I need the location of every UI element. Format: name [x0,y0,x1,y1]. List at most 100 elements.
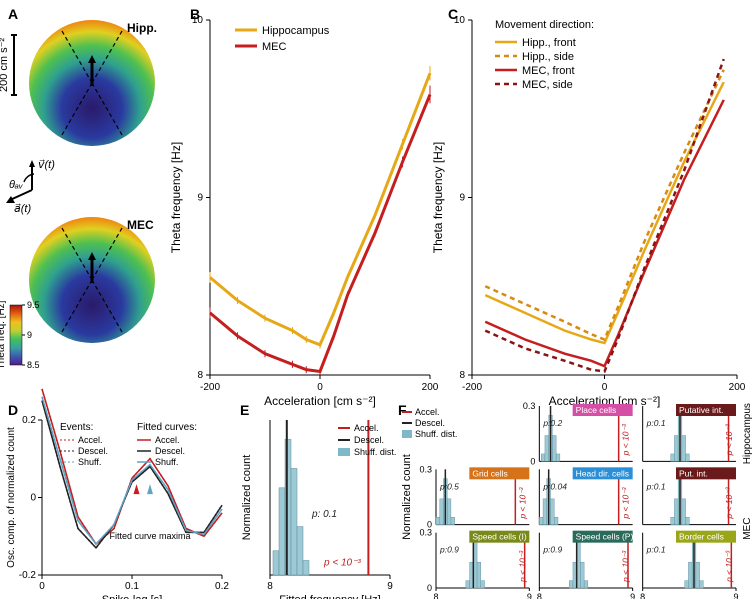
svg-text:Osc. comp. of normalized count: Osc. comp. of normalized count [6,427,17,568]
svg-text:a⃗(t): a⃗(t) [14,203,31,215]
svg-text:9: 9 [630,592,635,599]
svg-text:Fitted curve maxima: Fitted curve maxima [109,531,190,541]
svg-text:p:0.9: p:0.9 [439,545,459,555]
svg-text:0: 0 [30,493,36,504]
svg-text:Hippocampus: Hippocampus [742,403,753,464]
svg-text:Put. int.: Put. int. [679,468,708,478]
svg-text:v⃗(t): v⃗(t) [38,159,55,171]
svg-text:Accel.: Accel. [155,435,180,445]
svg-text:Descel.: Descel. [354,435,384,445]
svg-text:-200: -200 [200,382,220,393]
svg-text:Normalized count: Normalized count [241,455,253,541]
svg-text:MEC, side: MEC, side [522,79,573,91]
svg-text:Accel.: Accel. [78,435,103,445]
svg-text:Fitted frequency [Hz]: Fitted frequency [Hz] [279,594,381,599]
svg-text:p:0.04: p:0.04 [542,481,567,491]
svg-text:0.2: 0.2 [22,415,36,426]
svg-text:Accel.: Accel. [354,423,379,433]
svg-text:10: 10 [192,15,204,26]
svg-text:MEC, front: MEC, front [522,65,575,77]
svg-text:Normalized count: Normalized count [401,454,413,540]
svg-text:p < 10⁻³: p < 10⁻³ [724,423,734,456]
svg-text:10: 10 [454,15,466,26]
svg-text:Movement direction:: Movement direction: [495,19,594,31]
svg-text:Shuff.: Shuff. [155,457,178,467]
svg-text:MEC: MEC [262,41,287,53]
svg-text:9: 9 [27,330,32,340]
svg-text:p < 10⁻³: p < 10⁻³ [517,550,527,583]
svg-text:Accel.: Accel. [415,407,440,417]
svg-text:Descel.: Descel. [415,418,445,428]
svg-text:p < 10⁻³: p < 10⁻³ [621,486,631,519]
svg-text:8: 8 [537,592,542,599]
svg-text:200: 200 [729,382,746,393]
svg-text:Theta frequency [Hz]: Theta frequency [Hz] [169,142,183,253]
svg-text:p:0.1: p:0.1 [646,418,666,428]
svg-text:-200: -200 [462,382,482,393]
svg-text:9: 9 [197,193,203,204]
svg-text:Descel.: Descel. [78,446,108,456]
svg-text:p < 10⁻³: p < 10⁻³ [323,557,361,568]
svg-text:MEC: MEC [127,218,154,232]
svg-text:Head dir. cells: Head dir. cells [576,468,629,478]
svg-text:9: 9 [459,193,465,204]
svg-text:Hipp.: Hipp. [127,21,157,35]
svg-text:Hippocampus: Hippocampus [262,25,330,37]
svg-text:Shuff. dist.: Shuff. dist. [415,429,457,439]
svg-text:Place cells: Place cells [576,405,617,415]
svg-text:9: 9 [733,592,738,599]
svg-text:θₐᵥ: θₐᵥ [9,179,23,191]
svg-text:9: 9 [527,592,532,599]
svg-text:p < 10⁻³: p < 10⁻³ [517,486,527,519]
svg-text:9.5: 9.5 [27,300,40,310]
svg-text:8: 8 [459,370,465,381]
svg-text:Descel.: Descel. [155,446,185,456]
svg-text:8: 8 [433,592,438,599]
svg-text:Speed cells (I): Speed cells (I) [472,532,526,542]
svg-text:9: 9 [387,581,393,592]
svg-text:p:0.1: p:0.1 [646,481,666,491]
svg-text:8: 8 [640,592,645,599]
figure-svg: Hipp. MEC 200 cm s⁻² v⃗(t) θₐᵥ a⃗(t) 8.5 9 9.5 Th… [0,0,754,599]
svg-text:p < 10⁻³: p < 10⁻³ [621,423,631,456]
svg-text:0: 0 [317,382,323,393]
svg-text:Speed cells (P): Speed cells (P) [576,532,634,542]
svg-text:Hipp., front: Hipp., front [522,37,576,49]
svg-text:Shuff. dist.: Shuff. dist. [354,447,396,457]
svg-text:p < 10⁻³: p < 10⁻³ [724,550,734,583]
svg-text:Events:: Events: [60,422,93,433]
svg-text:p < 10⁻³: p < 10⁻³ [724,486,734,519]
svg-text:0.3: 0.3 [523,401,536,411]
svg-text:-0.2: -0.2 [19,570,37,581]
svg-text:Acceleration [cm s⁻²]: Acceleration [cm s⁻²] [264,394,376,408]
svg-text:Putative int.: Putative int. [679,405,723,415]
svg-text:8: 8 [267,581,273,592]
svg-text:Theta freq. [Hz]: Theta freq. [Hz] [0,300,7,369]
svg-text:200: 200 [422,382,439,393]
svg-text:Shuff.: Shuff. [78,457,101,467]
svg-text:p: 0.1: p: 0.1 [311,509,337,520]
svg-text:p:0.1: p:0.1 [646,545,666,555]
svg-text:0: 0 [39,581,45,592]
svg-text:p:0.9: p:0.9 [542,545,562,555]
svg-text:Spike-lag [s]: Spike-lag [s] [102,594,163,599]
svg-text:0.1: 0.1 [125,581,139,592]
svg-text:0: 0 [602,382,608,393]
svg-text:p:0.5: p:0.5 [439,481,459,491]
svg-text:0.2: 0.2 [215,581,229,592]
svg-text:0.3: 0.3 [419,464,432,474]
svg-text:0: 0 [427,583,432,593]
svg-text:Grid cells: Grid cells [472,468,507,478]
svg-text:p:0.2: p:0.2 [542,418,562,428]
svg-text:MEC: MEC [742,518,753,540]
svg-text:8: 8 [197,370,203,381]
svg-text:Theta frequency [Hz]: Theta frequency [Hz] [431,142,445,253]
svg-text:200 cm s⁻²: 200 cm s⁻² [0,38,10,92]
svg-text:Fitted curves:: Fitted curves: [137,422,197,433]
svg-text:0.3: 0.3 [419,528,432,538]
svg-text:8.5: 8.5 [27,360,40,370]
svg-text:p < 10⁻³: p < 10⁻³ [621,550,631,583]
svg-text:Border cells: Border cells [679,532,724,542]
svg-text:Hipp., side: Hipp., side [522,51,574,63]
svg-text:0: 0 [530,456,535,466]
